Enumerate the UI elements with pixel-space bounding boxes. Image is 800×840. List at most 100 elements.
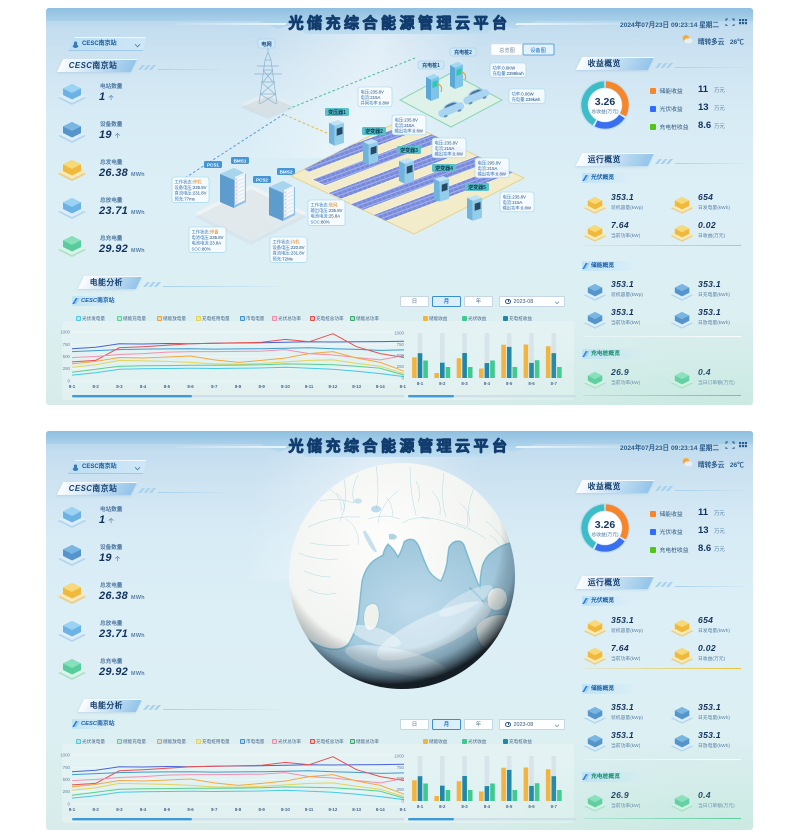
svg-text:输出功率:0.8W: 输出功率:0.8W	[478, 171, 507, 178]
svg-text:电流:215A: 电流:215A	[395, 122, 415, 129]
svg-text:SOC:80%: SOC:80%	[311, 219, 330, 224]
svg-text:BMS1: BMS1	[234, 158, 247, 163]
svg-text:750: 750	[63, 342, 71, 347]
svg-text:直流电压:231.8V: 直流电压:231.8V	[273, 250, 305, 257]
svg-text:8-1: 8-1	[417, 381, 424, 386]
svg-text:电池电流:23.8A: 电池电流:23.8A	[192, 240, 222, 247]
svg-text:电网: 电网	[261, 40, 271, 48]
svg-text:8-12: 8-12	[329, 807, 338, 812]
svg-text:500: 500	[63, 777, 71, 782]
svg-text:0: 0	[68, 802, 71, 807]
svg-text:8-5: 8-5	[164, 384, 171, 389]
svg-text:电池电流:25.8A: 电池电流:25.8A	[311, 213, 341, 220]
svg-text:直流电压:231.8V: 直流电压:231.8V	[175, 190, 207, 197]
svg-text:设备图: 设备图	[530, 46, 546, 54]
svg-text:8-6: 8-6	[187, 384, 194, 389]
svg-text:8-2: 8-2	[439, 381, 446, 386]
svg-text:8-15: 8-15	[400, 807, 406, 812]
svg-text:电流:215A: 电流:215A	[361, 94, 381, 101]
svg-text:8-14: 8-14	[376, 807, 385, 812]
svg-text:8-2: 8-2	[93, 384, 100, 389]
svg-text:8-15: 8-15	[400, 384, 406, 389]
svg-text:工作状态:联网: 工作状态:联网	[311, 202, 338, 209]
svg-text:8-5: 8-5	[164, 807, 171, 812]
svg-text:8-14: 8-14	[376, 384, 385, 389]
svg-text:8-7: 8-7	[551, 804, 558, 809]
svg-text:8-11: 8-11	[305, 384, 314, 389]
svg-text:设备电压:235.8V: 设备电压:235.8V	[175, 184, 207, 191]
svg-text:输出功率:0.8W: 输出功率:0.8W	[395, 128, 424, 135]
svg-text:电压:235.8V: 电压:235.8V	[395, 117, 419, 124]
svg-text:PCS2: PCS2	[256, 177, 268, 182]
svg-text:预充:72Ms: 预充:72Ms	[273, 255, 293, 262]
svg-text:逆变器5: 逆变器5	[468, 184, 486, 191]
svg-text:8-13: 8-13	[352, 807, 361, 812]
svg-text:0: 0	[68, 379, 71, 384]
svg-text:8-10: 8-10	[281, 807, 290, 812]
svg-text:BMS2: BMS2	[280, 169, 293, 174]
svg-text:8-9: 8-9	[259, 384, 266, 389]
svg-text:750: 750	[63, 765, 71, 770]
svg-text:电压:235.8V: 电压:235.8V	[435, 140, 459, 147]
svg-text:8-6: 8-6	[528, 381, 535, 386]
svg-text:8-7: 8-7	[211, 807, 218, 812]
svg-text:750: 750	[397, 765, 405, 770]
svg-text:8-4: 8-4	[140, 807, 147, 812]
svg-text:逆变器3: 逆变器3	[400, 147, 418, 154]
svg-text:电流:215A: 电流:215A	[435, 145, 455, 152]
svg-text:工作状态:停机: 工作状态:停机	[175, 179, 203, 186]
svg-text:8-5: 8-5	[506, 381, 513, 386]
svg-text:500: 500	[397, 353, 405, 358]
svg-text:8-11: 8-11	[305, 807, 314, 812]
svg-text:8-3: 8-3	[461, 804, 468, 809]
svg-text:250: 250	[63, 366, 71, 371]
svg-text:8-4: 8-4	[484, 381, 491, 386]
svg-text:8-7: 8-7	[211, 384, 218, 389]
svg-text:电流:215A: 电流:215A	[503, 199, 523, 206]
svg-text:8-13: 8-13	[352, 384, 361, 389]
svg-text:750: 750	[397, 342, 405, 347]
svg-text:250: 250	[397, 787, 405, 792]
svg-text:8-8: 8-8	[235, 807, 242, 812]
svg-text:电压:235.8V: 电压:235.8V	[361, 89, 385, 96]
svg-text:8-4: 8-4	[484, 804, 491, 809]
svg-text:充电桩2: 充电桩2	[454, 49, 472, 56]
svg-text:功率:0.06W: 功率:0.06W	[512, 91, 535, 98]
svg-text:1000: 1000	[60, 330, 70, 335]
svg-text:1000: 1000	[394, 754, 404, 759]
svg-text:8-1: 8-1	[417, 804, 424, 809]
svg-text:充电桩1: 充电桩1	[422, 62, 440, 69]
svg-text:8-6: 8-6	[528, 804, 535, 809]
svg-text:8-9: 8-9	[259, 807, 266, 812]
svg-text:8-2: 8-2	[93, 807, 100, 812]
svg-text:8-8: 8-8	[235, 384, 242, 389]
svg-text:输出电压:235.8V: 输出电压:235.8V	[311, 207, 343, 214]
svg-text:8-3: 8-3	[116, 807, 123, 812]
svg-text:逆变器4: 逆变器4	[435, 165, 453, 172]
svg-text:设备电压:220.8V: 设备电压:220.8V	[273, 244, 305, 251]
svg-text:预充:77ms: 预充:77ms	[175, 195, 195, 202]
svg-text:8-1: 8-1	[69, 807, 76, 812]
svg-text:逆变器2: 逆变器2	[365, 128, 383, 135]
svg-text:1000: 1000	[394, 331, 404, 336]
svg-text:输出功率:0.8W: 输出功率:0.8W	[435, 151, 464, 158]
svg-text:输出功率:0.8W: 输出功率:0.8W	[503, 205, 532, 212]
svg-text:功率:0.0KW: 功率:0.0KW	[493, 65, 517, 72]
svg-text:8-2: 8-2	[439, 804, 446, 809]
svg-text:0: 0	[402, 799, 405, 804]
svg-text:PCS1: PCS1	[207, 162, 219, 167]
svg-text:工作状态:待机: 工作状态:待机	[273, 239, 301, 246]
svg-text:电压:235.8V: 电压:235.8V	[503, 194, 527, 201]
svg-text:8-10: 8-10	[281, 384, 290, 389]
svg-text:SOC:80%: SOC:80%	[192, 246, 211, 251]
svg-text:充电量:239kwh: 充电量:239kwh	[512, 96, 542, 103]
svg-text:250: 250	[63, 789, 71, 794]
svg-text:总览图: 总览图	[499, 46, 515, 54]
svg-text:500: 500	[397, 776, 405, 781]
svg-text:8-1: 8-1	[69, 384, 76, 389]
svg-text:电池电压:235.8V: 电池电压:235.8V	[192, 234, 224, 241]
svg-text:500: 500	[63, 354, 71, 359]
svg-text:变压器1: 变压器1	[328, 109, 346, 116]
svg-text:250: 250	[397, 364, 405, 369]
svg-text:8-3: 8-3	[116, 384, 123, 389]
